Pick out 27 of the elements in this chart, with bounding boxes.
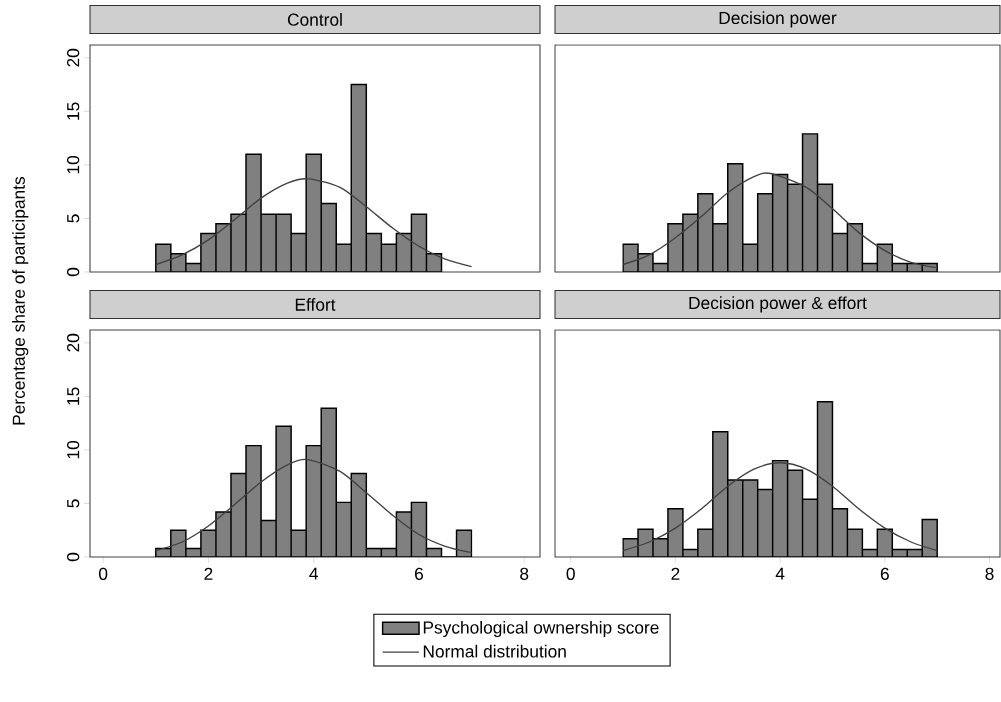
x-tick-label: 8 [985,567,994,580]
y-tick-label: 10 [67,155,80,174]
x-tick-label: 6 [415,567,424,580]
y-tick-label: 10 [67,440,80,459]
y-tick-label: 5 [67,214,80,223]
legend-label: Psychological ownership score [423,620,659,638]
y-axis-title: Percentage share of participants [12,176,29,425]
y-tick-label: 5 [67,499,80,508]
chart-title: Effort [295,298,336,311]
y-tick-label: 0 [67,267,80,277]
y-tick-label: 15 [67,387,80,405]
chart-title: Decision power & effort [689,296,867,313]
x-tick-label: 6 [880,567,889,580]
y-tick-label: 0 [67,552,80,562]
y-tick-label: 20 [67,333,80,352]
chart-title: Control [287,13,342,26]
y-tick-label: 15 [67,102,80,120]
chart-title: Decision power [719,11,837,28]
legend-label: Normal distribution [423,644,566,658]
x-tick-label: 0 [566,567,575,580]
x-tick-label: 8 [520,567,529,580]
x-tick-label: 2 [671,567,680,580]
x-tick-label: 4 [309,567,318,580]
x-tick-label: 2 [204,567,213,580]
x-tick-label: 0 [99,567,108,580]
x-tick-label: 4 [775,567,785,580]
y-tick-label: 20 [67,48,80,67]
